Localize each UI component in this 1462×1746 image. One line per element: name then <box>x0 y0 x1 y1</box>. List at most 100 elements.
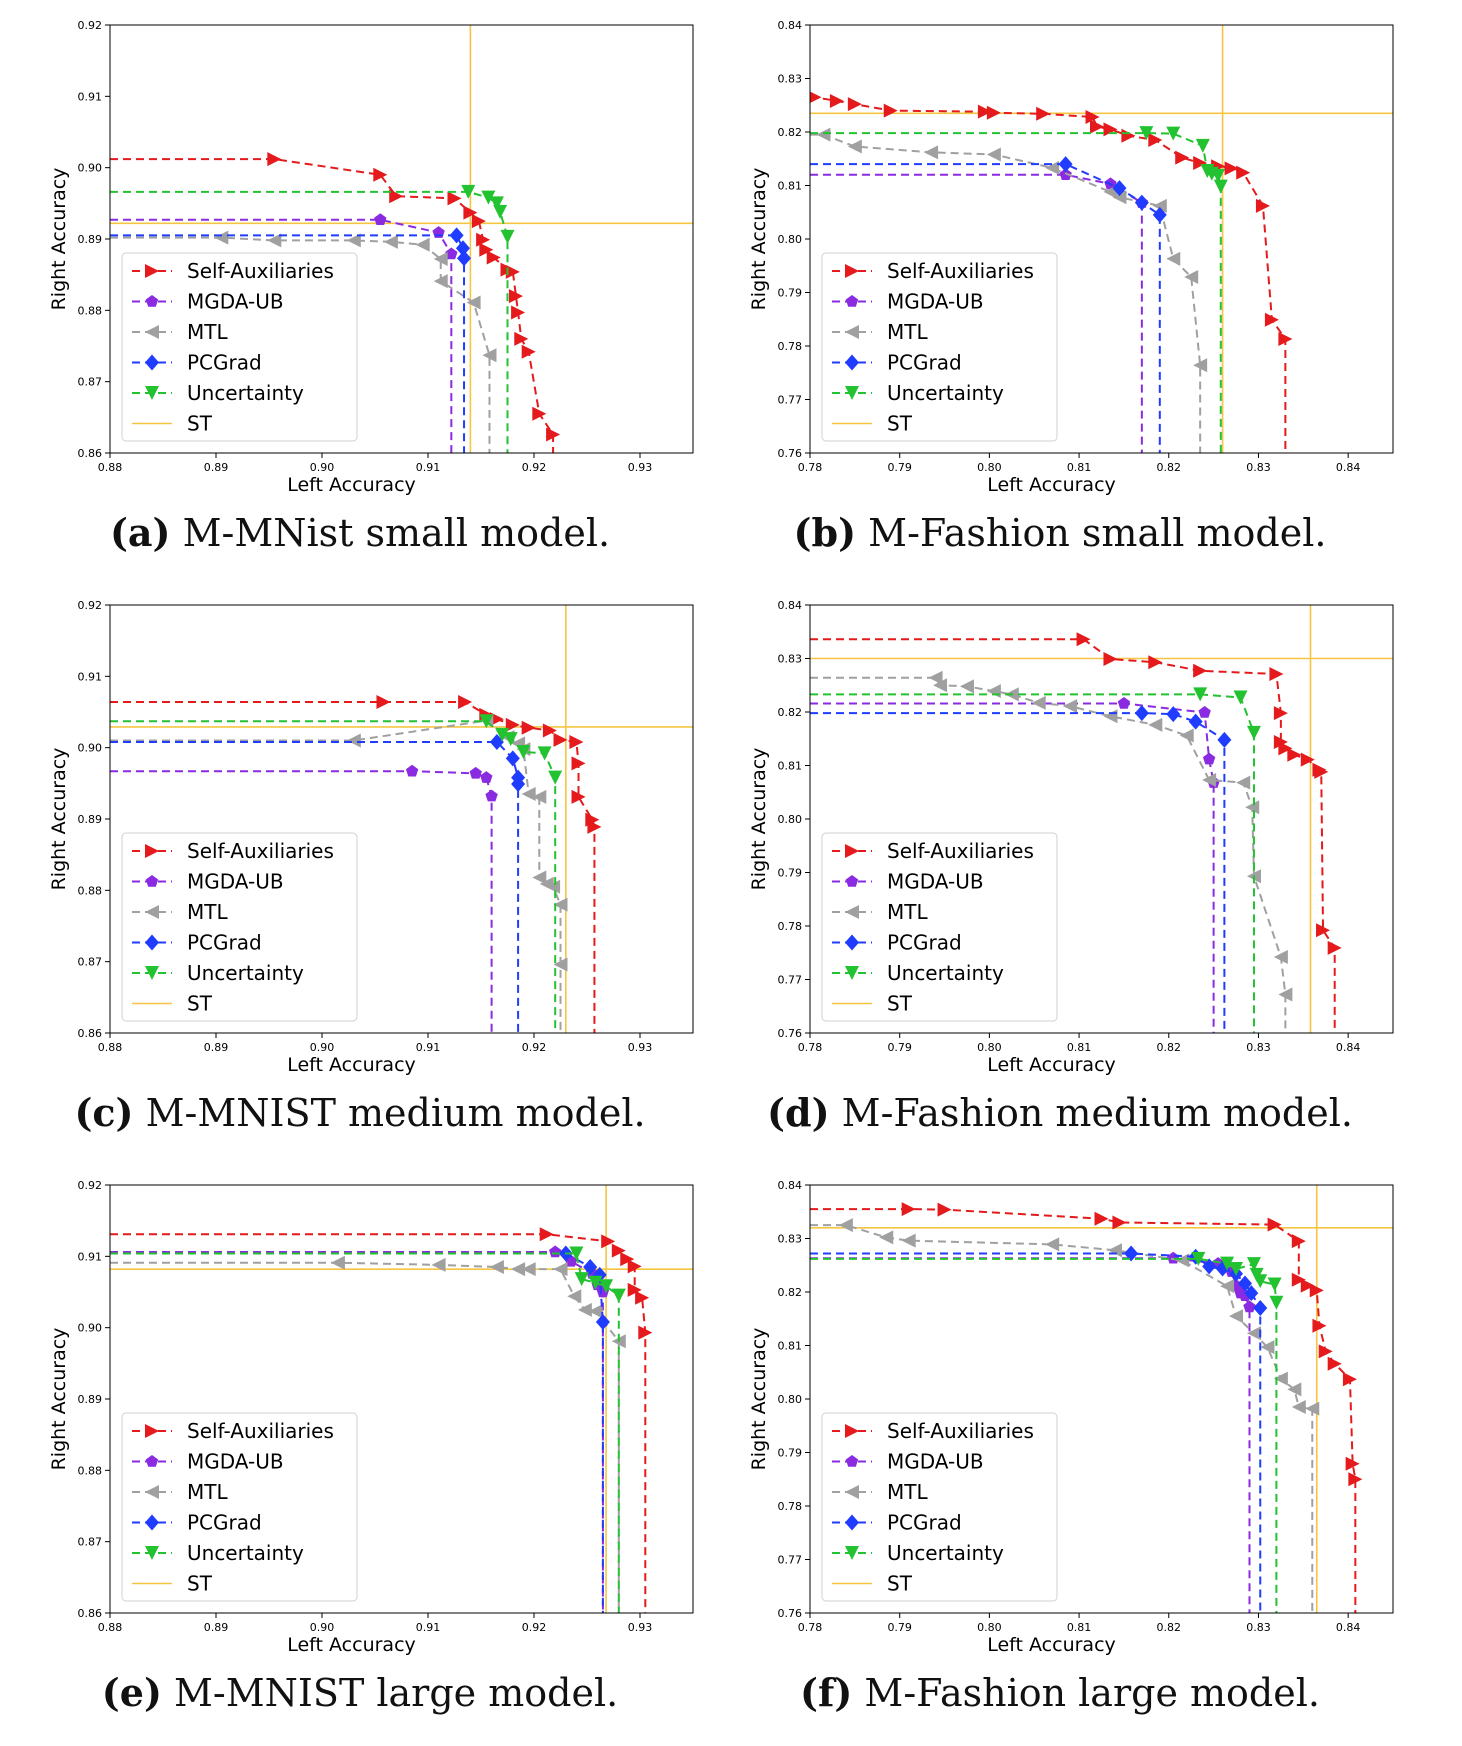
panel-caption: (d) M-Fashion medium model. <box>700 1090 1420 1135</box>
data-point <box>1291 1272 1306 1287</box>
legend: Self-Auxiliaries MGDA-UB MTL PCGrad Uncertai… <box>821 1412 1058 1602</box>
x-tick-label: 0.84 <box>1336 1621 1361 1634</box>
data-point <box>1243 1300 1256 1313</box>
data-point <box>1188 713 1203 730</box>
data-point <box>1117 696 1131 709</box>
data-point <box>1273 734 1288 749</box>
data-point <box>1166 126 1181 141</box>
series-line-pcgrad <box>110 234 466 453</box>
data-point <box>1300 752 1315 767</box>
legend-marker <box>145 386 159 400</box>
legend-marker <box>145 295 159 307</box>
data-point <box>1166 706 1181 723</box>
legend-label: ST <box>887 412 913 436</box>
x-tick-label: 0.81 <box>1067 1621 1092 1634</box>
data-point <box>959 679 974 694</box>
data-point <box>532 870 547 885</box>
legend-label: MTL <box>887 320 928 344</box>
y-tick-label: 0.84 <box>778 19 803 32</box>
chart-panel-c: 0.88 0.89 0.90 0.91 0.92 0.93 0.86 0.87 0.88 0.89… <box>0 580 720 1140</box>
legend-label: MGDA-UB <box>187 870 284 894</box>
series-line-mtl <box>110 1261 620 1613</box>
legend-label: MTL <box>187 320 228 344</box>
data-point <box>588 1275 603 1290</box>
y-tick-label: 0.87 <box>78 376 103 389</box>
data-point <box>1220 1279 1235 1294</box>
legend-label: Uncertainty <box>187 961 304 985</box>
y-tick-label: 0.87 <box>78 956 103 969</box>
y-tick-label: 0.91 <box>78 90 103 103</box>
series-line-uncertainty <box>810 1257 1278 1613</box>
legend-label: ST <box>187 412 213 436</box>
data-point <box>1278 332 1293 347</box>
data-point <box>1253 1300 1268 1317</box>
data-point <box>577 1302 592 1317</box>
data-point <box>553 957 568 972</box>
data-point <box>508 289 523 304</box>
data-point <box>542 723 557 738</box>
data-point <box>1112 1215 1127 1230</box>
data-point <box>471 214 486 229</box>
data-point <box>829 93 844 108</box>
x-tick-label: 0.91 <box>416 1621 441 1634</box>
data-point <box>1213 179 1228 194</box>
legend-label: ST <box>187 1572 213 1596</box>
y-tick-label: 0.78 <box>778 1500 803 1513</box>
legend-marker <box>145 934 159 951</box>
data-point <box>1318 1344 1333 1359</box>
data-point <box>1264 312 1279 327</box>
data-point <box>1229 1261 1244 1276</box>
x-tick-label: 0.89 <box>204 1621 229 1634</box>
chart-svg-c: 0.88 0.89 0.90 0.91 0.92 0.93 0.86 0.87 0.88 0.89… <box>48 599 694 1076</box>
y-axis-label: Right Accuracy <box>748 748 770 891</box>
y-tick-label: 0.80 <box>778 233 803 246</box>
legend: Self-Auxiliaries MGDA-UB MTL PCGrad Uncertai… <box>121 1412 358 1602</box>
x-tick-label: 0.91 <box>416 1041 441 1054</box>
data-point <box>1327 1356 1342 1371</box>
caption-prefix: (a) <box>109 510 171 555</box>
x-tick-label: 0.90 <box>310 1621 335 1634</box>
data-point <box>611 1288 626 1303</box>
y-axis-label: Right Accuracy <box>48 1328 70 1471</box>
data-point <box>883 103 898 118</box>
legend-label: MGDA-UB <box>887 1450 984 1474</box>
data-point <box>1184 269 1199 284</box>
data-point <box>493 204 508 219</box>
legend-label: PCGrad <box>187 931 262 955</box>
caption-prefix: (d) <box>767 1090 830 1135</box>
data-point <box>505 717 520 732</box>
chart-panel-e: 0.88 0.89 0.90 0.91 0.92 0.93 0.86 0.87 0.88 0.89… <box>0 1160 720 1720</box>
y-tick-label: 0.90 <box>78 162 103 175</box>
data-point <box>1031 695 1046 710</box>
y-tick-label: 0.83 <box>778 653 803 666</box>
data-point <box>1342 1372 1357 1387</box>
data-point <box>1278 987 1293 1002</box>
data-point <box>587 819 602 834</box>
data-point <box>635 1290 650 1305</box>
data-point <box>1134 194 1149 211</box>
data-point <box>1246 725 1261 740</box>
data-point <box>1202 772 1217 787</box>
chart-svg-f: 0.78 0.79 0.80 0.81 0.82 0.83 0.84 0.76 0.77 0.78… <box>748 1179 1394 1656</box>
data-point <box>599 1279 614 1294</box>
y-axis-label: Right Accuracy <box>48 748 70 891</box>
legend-label: MTL <box>187 900 228 924</box>
y-tick-label: 0.77 <box>778 974 803 987</box>
legend-label: PCGrad <box>887 931 962 955</box>
data-point <box>521 344 536 359</box>
x-tick-label: 0.92 <box>522 1041 547 1054</box>
data-point <box>548 770 563 785</box>
data-point <box>1112 190 1127 205</box>
data-point <box>481 190 496 205</box>
data-point <box>1253 1274 1268 1289</box>
data-point <box>376 695 391 710</box>
caption-text: M-Fashion small model. <box>856 511 1327 555</box>
data-point <box>455 240 470 257</box>
legend-label: MTL <box>887 1480 928 1504</box>
legend-label: Uncertainty <box>187 1541 304 1565</box>
data-point <box>592 1266 607 1283</box>
data-point <box>977 104 992 119</box>
x-tick-label: 0.79 <box>887 461 912 474</box>
series-line-pcgrad <box>810 163 1161 453</box>
y-tick-label: 0.82 <box>778 1286 803 1299</box>
